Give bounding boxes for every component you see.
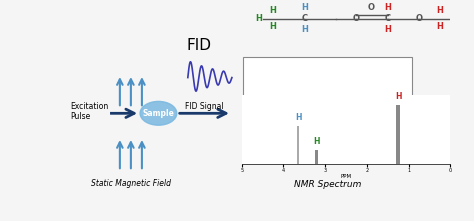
Ellipse shape: [140, 101, 177, 125]
Text: C: C: [301, 14, 307, 23]
Text: H: H: [437, 6, 443, 15]
Bar: [315, 150, 319, 164]
Text: H: H: [270, 6, 276, 15]
Text: H: H: [384, 25, 391, 34]
Text: FID: FID: [186, 38, 211, 53]
Text: NMR Spectrum: NMR Spectrum: [294, 180, 361, 189]
Text: H: H: [301, 25, 308, 34]
FancyBboxPatch shape: [243, 57, 412, 159]
Text: O: O: [353, 14, 360, 23]
Bar: [297, 126, 299, 164]
Text: H: H: [384, 3, 391, 12]
Text: FID Signal: FID Signal: [185, 102, 224, 111]
Text: Excitation
Pulse: Excitation Pulse: [70, 102, 109, 121]
Bar: [396, 105, 400, 164]
Text: H: H: [314, 137, 320, 146]
Text: Sample: Sample: [143, 109, 174, 118]
Text: H: H: [270, 22, 276, 31]
Text: H: H: [295, 113, 301, 122]
Text: H: H: [437, 22, 443, 31]
Text: O: O: [367, 3, 374, 12]
Text: O: O: [416, 14, 422, 23]
X-axis label: PPM: PPM: [340, 174, 352, 179]
Text: Static Magnetic Field: Static Magnetic Field: [91, 179, 171, 188]
Text: H: H: [395, 92, 401, 101]
Text: H: H: [255, 14, 262, 23]
Text: C: C: [385, 14, 391, 23]
Text: H: H: [301, 3, 308, 12]
